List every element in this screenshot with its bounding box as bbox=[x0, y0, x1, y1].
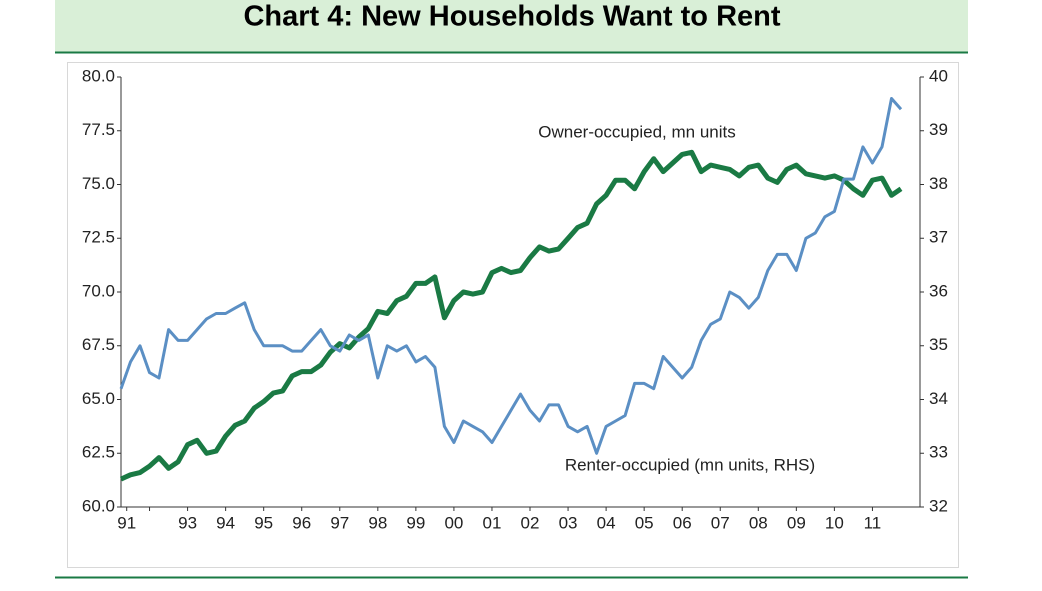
y-tick-label: 80.0 bbox=[82, 66, 115, 85]
y-tick-label: 75.0 bbox=[82, 174, 115, 193]
x-tick-label: 04 bbox=[597, 513, 616, 532]
y2-tick-label: 39 bbox=[929, 120, 948, 139]
x-tick-label: 08 bbox=[749, 513, 768, 532]
y-tick-label: 65.0 bbox=[82, 389, 115, 408]
x-tick-label: 94 bbox=[216, 513, 235, 532]
y2-tick-label: 36 bbox=[929, 281, 948, 300]
y-tick-label: 70.0 bbox=[82, 281, 115, 300]
y2-tick-label: 37 bbox=[929, 228, 948, 247]
x-tick-label: 97 bbox=[330, 513, 349, 532]
y-tick-label: 67.5 bbox=[82, 335, 115, 354]
x-tick-label: 06 bbox=[673, 513, 692, 532]
y2-tick-label: 34 bbox=[929, 389, 948, 408]
annotation: Renter-occupied (mn units, RHS) bbox=[565, 455, 815, 474]
annotation: Owner-occupied, mn units bbox=[538, 122, 735, 141]
y2-tick-label: 33 bbox=[929, 443, 948, 462]
x-tick-label: 05 bbox=[635, 513, 654, 532]
y-tick-label: 77.5 bbox=[82, 120, 115, 139]
x-tick-label: 91 bbox=[117, 513, 136, 532]
series-line bbox=[119, 149, 903, 482]
x-tick-label: 07 bbox=[711, 513, 730, 532]
y-tick-label: 72.5 bbox=[82, 228, 115, 247]
y2-tick-label: 32 bbox=[929, 496, 948, 515]
x-tick-label: 01 bbox=[483, 513, 502, 532]
x-tick-label: 03 bbox=[559, 513, 578, 532]
x-tick-label: 93 bbox=[178, 513, 197, 532]
y2-tick-label: 38 bbox=[929, 174, 948, 193]
y2-tick-label: 40 bbox=[929, 66, 948, 85]
chart-frame bbox=[67, 62, 959, 568]
x-tick-label: 09 bbox=[787, 513, 806, 532]
y-tick-label: 60.0 bbox=[82, 496, 115, 515]
x-tick-label: 96 bbox=[292, 513, 311, 532]
x-tick-label: 98 bbox=[368, 513, 387, 532]
x-tick-label: 11 bbox=[864, 513, 882, 532]
x-tick-label: 99 bbox=[406, 513, 425, 532]
x-tick-label: 95 bbox=[254, 513, 273, 532]
y-tick-label: 62.5 bbox=[82, 443, 115, 462]
y2-tick-label: 35 bbox=[929, 335, 948, 354]
series-line bbox=[119, 97, 903, 455]
chart-title: Chart 4: New Households Want to Rent bbox=[243, 1, 780, 33]
x-tick-label: 00 bbox=[444, 513, 463, 532]
x-tick-label: 02 bbox=[521, 513, 540, 532]
title-band bbox=[55, 0, 968, 52]
x-tick-label: 10 bbox=[825, 513, 844, 532]
